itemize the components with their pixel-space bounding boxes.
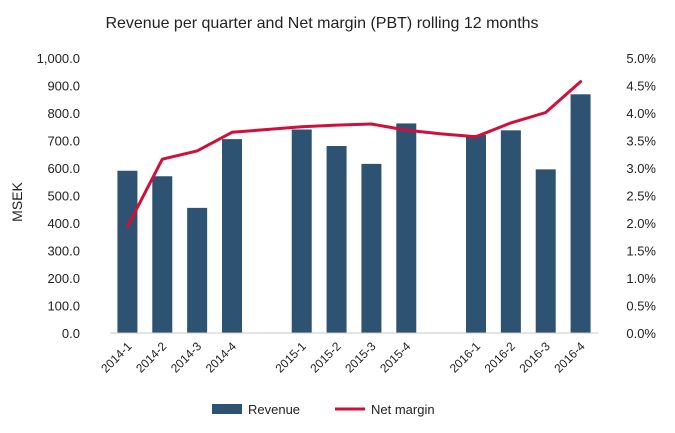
x-tick-label: 2014-4 bbox=[203, 339, 240, 376]
revenue-bar bbox=[361, 163, 382, 333]
legend: Revenue Net margin bbox=[212, 402, 435, 417]
revenue-bar bbox=[500, 130, 521, 333]
y2-tick-label: 3.5% bbox=[626, 134, 656, 149]
y2-tick-label: 4.5% bbox=[626, 79, 656, 94]
x-tick-label: 2015-1 bbox=[273, 339, 310, 376]
y-tick-label: 400.0 bbox=[47, 216, 80, 231]
chart-title: Revenue per quarter and Net margin (PBT)… bbox=[105, 15, 538, 32]
y-tick-label: 300.0 bbox=[47, 244, 80, 259]
y2-tick-label: 2.0% bbox=[626, 216, 656, 231]
revenue-bar bbox=[326, 146, 347, 333]
y-tick-label: 800.0 bbox=[47, 106, 80, 121]
y-tick-label: 100.0 bbox=[47, 299, 80, 314]
plot-area: 0.0 100.0 200.0 300.0 400.0 500.0 600.0 700.0 80… bbox=[37, 51, 657, 376]
y2-tick-label: 3.0% bbox=[626, 161, 656, 176]
y-tick-label: 900.0 bbox=[47, 79, 80, 94]
y-tick-label: 500.0 bbox=[47, 189, 80, 204]
y-tick-label: 1,000.0 bbox=[37, 51, 80, 66]
x-tick-label: 2016-2 bbox=[482, 339, 519, 376]
y2-tick-label: 1.0% bbox=[626, 271, 656, 286]
x-tick-label: 2015-4 bbox=[377, 339, 414, 376]
x-tick-label: 2015-2 bbox=[307, 339, 344, 376]
legend-swatch-revenue bbox=[212, 404, 242, 414]
legend-label-revenue: Revenue bbox=[248, 402, 300, 417]
revenue-bar bbox=[187, 207, 208, 333]
x-tick-label: 2016-3 bbox=[517, 339, 554, 376]
y-tick-label: 700.0 bbox=[47, 134, 80, 149]
x-tick-label: 2016-1 bbox=[447, 339, 484, 376]
revenue-bar bbox=[291, 129, 312, 333]
y2-tick-label: 2.5% bbox=[626, 189, 656, 204]
y2-tick-label: 4.0% bbox=[626, 106, 656, 121]
revenue-bar bbox=[396, 123, 417, 333]
y-tick-label: 200.0 bbox=[47, 271, 80, 286]
y2-tick-label: 5.0% bbox=[626, 51, 656, 66]
revenue-bar bbox=[466, 135, 486, 333]
legend-label-net-margin: Net margin bbox=[371, 402, 435, 417]
y-tick-label: 600.0 bbox=[47, 161, 80, 176]
x-tick-label: 2014-3 bbox=[168, 339, 205, 376]
x-tick-label: 2016-4 bbox=[551, 339, 588, 376]
y2-tick-label: 1.5% bbox=[626, 244, 656, 259]
y2-tick-label: 0.5% bbox=[626, 299, 656, 314]
revenue-bar bbox=[570, 94, 591, 333]
y-axis-label: MSEK bbox=[9, 182, 25, 222]
x-tick-label: 2014-1 bbox=[98, 339, 135, 376]
y2-tick-label: 0.0% bbox=[626, 326, 656, 341]
revenue-bar bbox=[117, 170, 138, 333]
x-tick-label: 2014-2 bbox=[133, 339, 170, 376]
revenue-bar bbox=[152, 176, 173, 333]
revenue-bar bbox=[535, 169, 556, 333]
x-tick-label: 2015-3 bbox=[342, 339, 379, 376]
y-tick-label: 0.0 bbox=[62, 326, 80, 341]
net-margin-line bbox=[125, 80, 583, 229]
revenue-bar bbox=[222, 139, 242, 333]
